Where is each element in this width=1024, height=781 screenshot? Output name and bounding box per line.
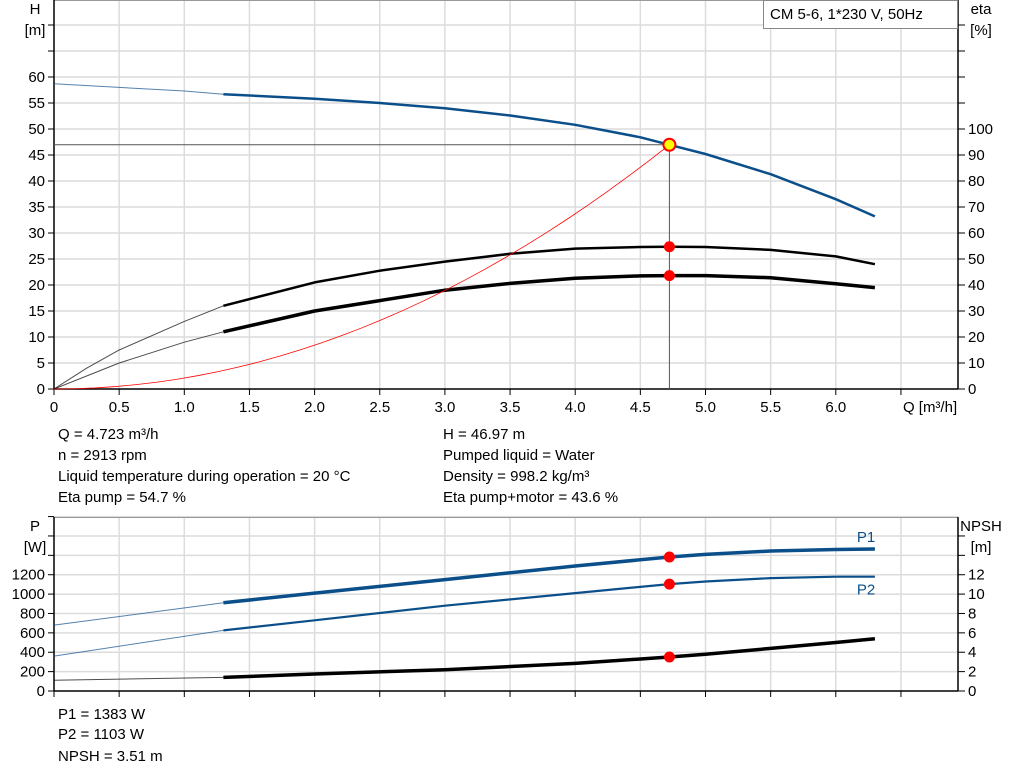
y-tick-label-left: 35	[28, 199, 45, 216]
y-tick-label-left: 45	[28, 147, 45, 164]
series-label-P2: P2	[857, 582, 875, 599]
y-tick-label-left: 20	[28, 277, 45, 294]
series-1-line	[223, 575, 875, 632]
x-axis-label: Q [m³/h]	[903, 399, 957, 416]
series-2-thin-line	[53, 676, 224, 681]
info-liquid: Pumped liquid = Water	[443, 447, 595, 464]
npsh-point	[663, 651, 675, 663]
y-tick-label-left: 1000	[12, 586, 45, 603]
info-speed: n = 2913 rpm	[58, 447, 147, 464]
x-tick-label: 1.5	[239, 399, 260, 416]
x-tick-label: 4.5	[630, 399, 651, 416]
y-tick-label-left: 50	[28, 121, 45, 138]
y-tick-label-right: 70	[968, 199, 985, 216]
info-flow: Q = 4.723 m³/h	[58, 426, 159, 443]
y-tick-label-left: 10	[28, 329, 45, 346]
y-tick-label-right: 60	[968, 225, 985, 242]
info-eta-total: Eta pump+motor = 43.6 %	[443, 489, 619, 506]
series-label-P1: P1	[857, 529, 875, 546]
y-tick-label-right: 0	[968, 381, 976, 398]
y-tick-label-right: 40	[968, 277, 985, 294]
y-tick-label-right: 90	[968, 147, 985, 164]
y-tick-label-left: 1200	[12, 567, 45, 584]
chart-title-box	[763, 0, 958, 29]
y-tick-label-right: 10	[968, 586, 985, 603]
p1-point	[663, 551, 675, 563]
series-1-thin-line	[53, 305, 224, 390]
eta-total-point	[663, 270, 675, 282]
info-npsh: NPSH = 3.51 m	[58, 748, 163, 765]
y-axis-label-right: NPSH	[960, 518, 1002, 535]
info-eta-pump: Eta pump = 54.7 %	[58, 489, 186, 506]
y-tick-label-right: 12	[968, 567, 985, 584]
series-1-thin-line	[53, 629, 224, 657]
y-tick-label-right: 6	[968, 625, 976, 642]
x-tick-label: 4.0	[565, 399, 586, 416]
duty-point	[662, 137, 677, 152]
x-tick-label: 3.5	[500, 399, 521, 416]
system-curve	[53, 144, 670, 390]
x-tick-label: 3.0	[434, 399, 455, 416]
x-tick-label: 0.5	[109, 399, 130, 416]
y-axis-label-right: [%]	[970, 22, 992, 39]
y-axis-label-right: eta	[971, 1, 993, 18]
x-tick-label: 2.5	[369, 399, 390, 416]
y-tick-label-right: 80	[968, 173, 985, 190]
y-tick-label-left: 5	[37, 355, 45, 372]
y-tick-label-left: 30	[28, 225, 45, 242]
y-tick-label-right: 0	[968, 683, 976, 700]
series-0-thin-line	[53, 602, 224, 626]
x-tick-label: 5.0	[695, 399, 716, 416]
y-tick-label-right: 8	[968, 605, 976, 622]
y-tick-label-right: 10	[968, 355, 985, 372]
y-axis-label-left: [m]	[25, 22, 46, 39]
y-axis-label-left: H	[30, 1, 41, 18]
y-tick-label-right: 50	[968, 251, 985, 268]
series-0-line	[223, 92, 876, 218]
x-tick-label: 1.0	[174, 399, 195, 416]
series-2-line	[223, 273, 876, 334]
eta-pump-point	[663, 241, 675, 253]
y-axis-label-right: [m]	[971, 539, 992, 556]
y-tick-label-left: 600	[20, 625, 45, 642]
info-p2: P2 = 1103 W	[58, 726, 145, 743]
y-axis-label-left: [W]	[24, 539, 47, 556]
y-tick-label-left: 25	[28, 251, 45, 268]
x-tick-label: 5.5	[760, 399, 781, 416]
p2-point	[663, 578, 675, 590]
x-tick-label: 0	[50, 399, 58, 416]
y-tick-label-right: 30	[968, 303, 985, 320]
x-tick-label: 6.0	[825, 399, 846, 416]
y-tick-label-left: 55	[28, 95, 45, 112]
chart-title: CM 5-6, 1*230 V, 50Hz	[770, 6, 923, 23]
y-tick-label-left: 800	[20, 605, 45, 622]
x-tick-label: 2.0	[304, 399, 325, 416]
y-tick-label-left: 40	[28, 173, 45, 190]
y-tick-label-left: 60	[28, 69, 45, 86]
info-density: Density = 998.2 kg/m³	[443, 468, 590, 485]
y-tick-label-right: 100	[968, 121, 993, 138]
y-tick-label-right: 4	[968, 644, 976, 661]
y-tick-label-left: 400	[20, 644, 45, 661]
y-tick-label-left: 0	[37, 683, 45, 700]
y-axis-label-left: P	[30, 518, 40, 535]
info-temperature: Liquid temperature during operation = 20…	[58, 468, 351, 485]
info-p1: P1 = 1383 W	[58, 706, 146, 723]
series-0-thin-line	[53, 83, 224, 95]
y-tick-label-right: 2	[968, 664, 976, 681]
y-tick-label-right: 20	[968, 329, 985, 346]
y-tick-label-left: 15	[28, 303, 45, 320]
series-2-thin-line	[53, 331, 224, 390]
series-1-line	[223, 245, 876, 308]
y-tick-label-left: 200	[20, 664, 45, 681]
info-head: H = 46.97 m	[443, 426, 526, 443]
y-tick-label-left: 0	[37, 381, 45, 398]
